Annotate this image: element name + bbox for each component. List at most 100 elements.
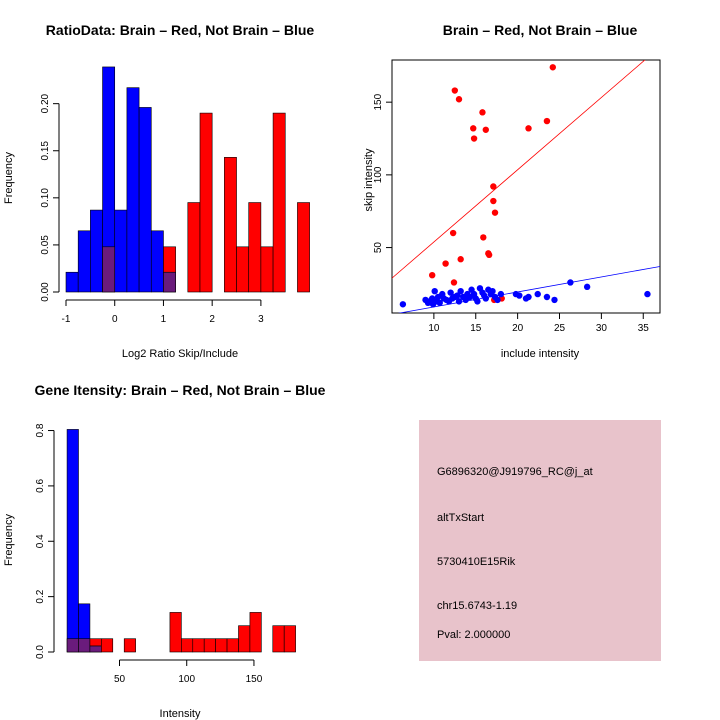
scatter-y-tick-label: 50 <box>373 242 384 254</box>
scatter-point-brain <box>479 109 486 116</box>
intensity-histogram-axes: 50 100 150 0.0 0.2 0.4 0.6 0.8 <box>35 423 263 685</box>
scatter-point-brain <box>470 135 478 142</box>
scatter-ylabel: skip intensity <box>363 148 375 211</box>
scatter-point-not-brain <box>436 299 443 307</box>
scatter-y-tick-label: 150 <box>373 93 384 110</box>
ratio-histogram-bar-brain <box>224 157 237 293</box>
intensity-histogram-bar-brain <box>101 638 114 653</box>
scatter-point-brain <box>490 197 497 205</box>
scatter-fit-lines <box>392 60 660 313</box>
scatter-point-not-brain <box>516 292 523 299</box>
intensity-histogram-y-tick-label: 0.0 <box>35 645 46 659</box>
intensity-histogram-xlabel: Intensity <box>160 708 201 720</box>
ratio-histogram-bar-not-brain <box>150 230 164 293</box>
scatter-point-brain <box>455 96 463 103</box>
ratio-histogram-bar-overlap <box>163 271 176 293</box>
ratio-histogram-bar-brain <box>297 202 310 293</box>
event-type-text: altTxStart <box>437 512 484 524</box>
ratio-histogram-y-tick-label: 0.10 <box>40 188 51 208</box>
intensity-histogram-x-tick-label: 50 <box>114 674 126 685</box>
intensity-histogram-x-tick-label: 150 <box>246 674 263 685</box>
intensity-histogram-bar-brain <box>283 625 296 653</box>
scatter-point-brain <box>543 117 551 125</box>
scatter-title: Brain – Red, Not Brain – Blue <box>443 22 638 38</box>
scatter-point-brain <box>451 87 459 94</box>
scatter-point-not-brain <box>447 289 454 296</box>
info-panel-background <box>419 420 661 661</box>
intensity-histogram-y-tick-label: 0.8 <box>35 423 46 437</box>
ratio-histogram-bar-brain <box>199 112 213 293</box>
scatter-point-not-brain <box>474 298 481 305</box>
intensity-histogram-y-tick-label: 0.4 <box>35 534 46 548</box>
ratio-histogram: RatioData: Brain – Red, Not Brain – Blue… <box>3 22 314 360</box>
intensity-histogram-bars <box>66 429 296 653</box>
ratio-histogram-bar-brain <box>248 202 262 293</box>
scatter-point-not-brain <box>454 292 461 299</box>
scatter-point-brain <box>449 229 457 237</box>
scatter-fit-line-red <box>392 60 646 279</box>
ratio-histogram-bar-not-brain <box>77 230 91 293</box>
scatter-plot-box <box>391 59 661 314</box>
pvalue-text: Pval: 2.000000 <box>437 629 510 641</box>
ratio-histogram-x-tick-label: 1 <box>161 314 167 325</box>
scatter-point-not-brain <box>399 301 407 308</box>
intensity-histogram-bar-brain <box>203 638 216 653</box>
scatter-x-tick-label: 20 <box>512 323 524 334</box>
scatter-point-brain <box>429 271 436 279</box>
intensity-histogram-bar-brain <box>238 625 251 653</box>
intensity-histogram-bar-brain <box>249 612 262 653</box>
scatter-x-tick-label: 35 <box>638 323 650 334</box>
scatter-x-tick-label: 25 <box>554 323 566 334</box>
ratio-histogram-ylabel: Frequency <box>3 152 15 204</box>
ratio-histogram-y-tick-label: 0.00 <box>40 282 51 302</box>
intensity-histogram-x-tick-label: 100 <box>178 674 195 685</box>
ratio-histogram-bar-brain <box>236 246 250 293</box>
scatter-fit-line-blue <box>397 266 660 313</box>
ratio-histogram-x-tick-label: -1 <box>62 314 71 325</box>
probe-id-text: G6896320@J919796_RC@j_at <box>437 466 593 478</box>
scatter-point-not-brain <box>431 287 438 295</box>
scatter-point-not-brain <box>497 290 505 298</box>
intensity-histogram-bar-brain <box>169 612 182 653</box>
ratio-histogram-x-tick-label: 0 <box>112 314 118 325</box>
scatter-point-brain <box>490 183 497 190</box>
intensity-histogram-bar-brain <box>215 638 228 653</box>
ratio-histogram-bar-not-brain <box>90 209 103 293</box>
scatter-point-not-brain <box>551 296 558 304</box>
scatter-point-not-brain <box>494 296 501 304</box>
scatter-point-brain <box>442 260 449 267</box>
scatter-point-not-brain <box>457 287 464 295</box>
ratio-histogram-bar-brain <box>260 246 274 293</box>
scatter-point-brain <box>549 64 556 71</box>
scatter-point-brain <box>525 125 532 132</box>
ratio-histogram-bar-not-brain <box>126 87 140 293</box>
scatter-points <box>399 64 651 308</box>
scatter-x-tick-label: 10 <box>428 323 440 334</box>
ratio-histogram-bar-brain <box>163 246 176 273</box>
intensity-histogram-bar-not-brain <box>66 429 79 653</box>
ratio-histogram-x-tick-label: 3 <box>258 314 264 325</box>
scatter-point-brain <box>485 251 493 259</box>
scatter-point-not-brain <box>455 298 463 305</box>
scatter-x-tick-label: 15 <box>470 323 482 334</box>
intensity-scatter-plot: Brain – Red, Not Brain – Blue include in… <box>363 22 661 360</box>
ratio-histogram-bar-not-brain <box>114 209 128 293</box>
scatter-point-not-brain <box>482 295 489 302</box>
scatter-point-brain <box>457 256 464 263</box>
scatter-x-tick-label: 30 <box>596 323 608 334</box>
scatter-point-not-brain <box>644 290 651 298</box>
intensity-histogram-bar-overlap <box>66 638 79 653</box>
ratio-histogram-bar-overlap <box>102 246 116 293</box>
scatter-point-brain <box>482 126 489 133</box>
intensity-histogram-bar-overlap <box>89 645 102 653</box>
ratio-histogram-x-tick-label: 2 <box>209 314 215 325</box>
ratio-histogram-y-tick-label: 0.20 <box>40 93 51 113</box>
scatter-point-not-brain <box>543 293 551 301</box>
info-panel: G6896320@J919796_RC@j_at altTxStart 5730… <box>419 420 661 661</box>
scatter-point-brain <box>491 209 499 216</box>
ratio-histogram-bar-brain <box>187 202 201 293</box>
intensity-histogram-bar-brain <box>192 638 205 653</box>
location-text: chr15.6743-1.19 <box>437 600 517 612</box>
scatter-y-tick-label: 100 <box>373 166 384 183</box>
